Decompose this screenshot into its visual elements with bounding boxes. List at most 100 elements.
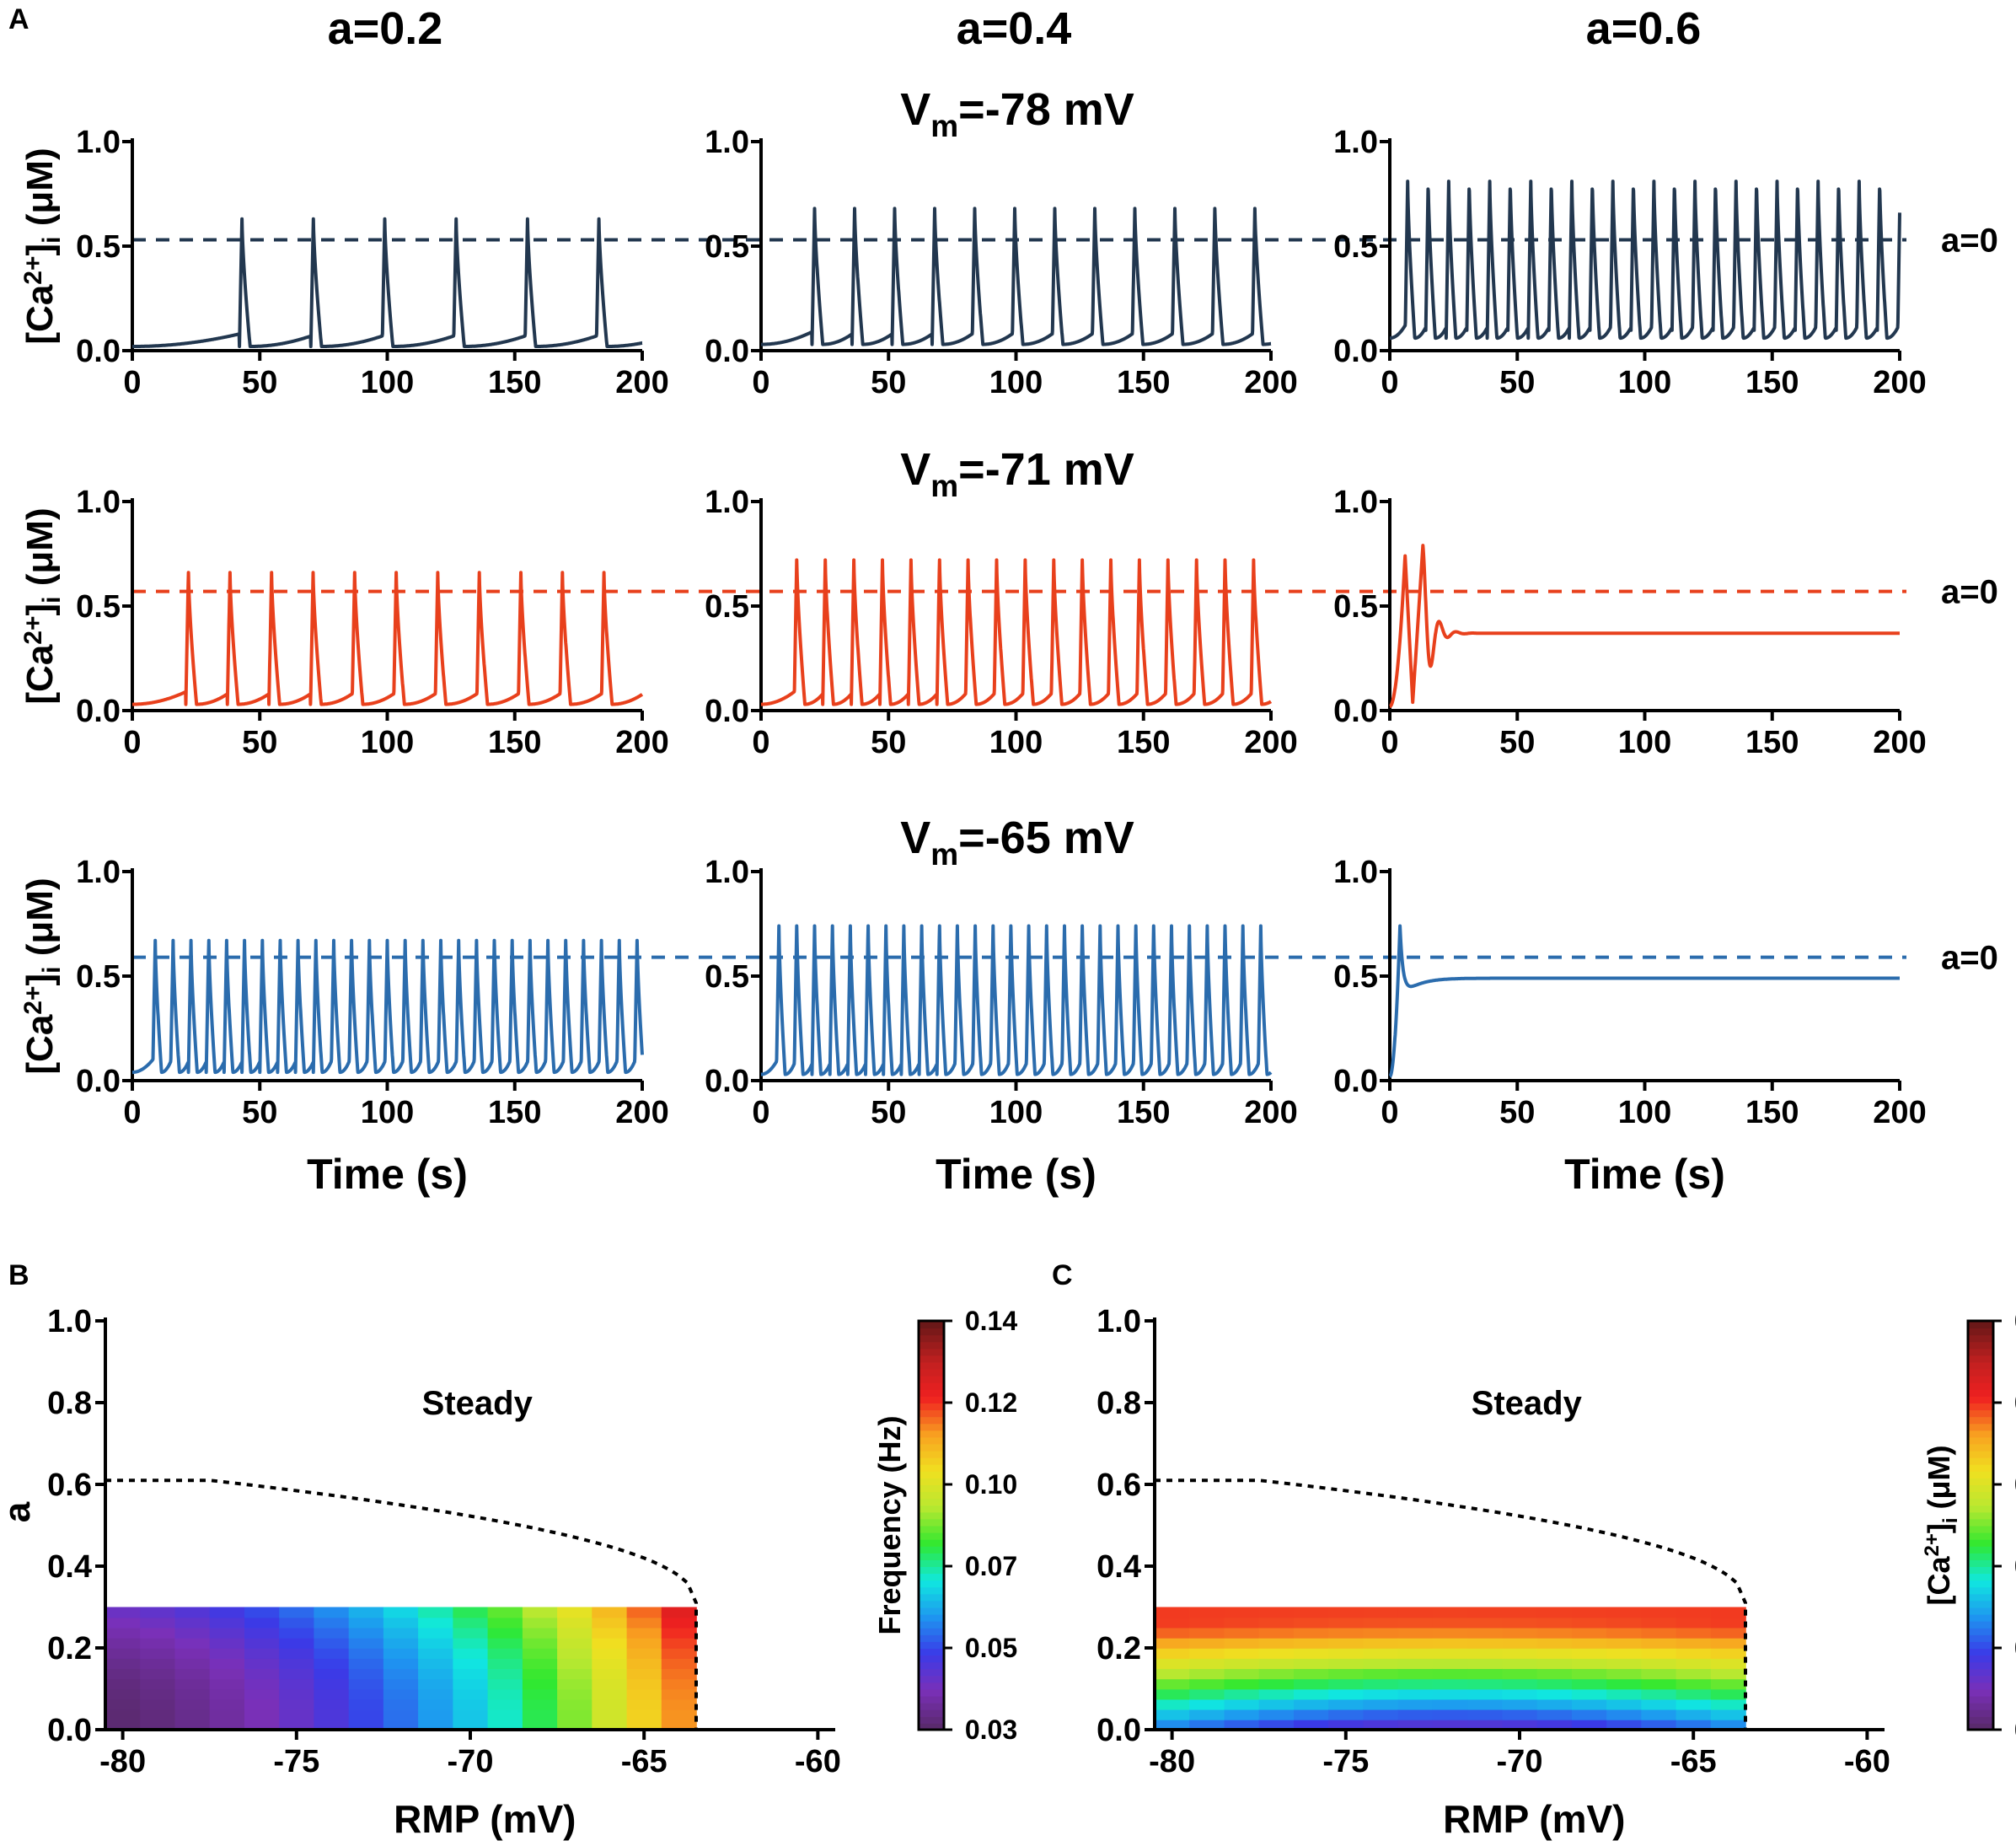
column-title: a=0.4 — [957, 3, 1072, 54]
y-tick-label: 0.5 — [76, 229, 121, 265]
heatmap-cell — [1676, 1668, 1712, 1680]
heatmap-cell — [1676, 1698, 1712, 1710]
heatmap-cell — [383, 1719, 419, 1731]
colorbar-segment — [1968, 1655, 1993, 1663]
x-tick-label: 200 — [1244, 1095, 1297, 1130]
y-tick-label: 0.0 — [47, 1713, 92, 1748]
heatmap-cell — [348, 1658, 384, 1669]
y-tick-label: 1.0 — [47, 1304, 92, 1339]
heatmap-cell — [1397, 1627, 1434, 1639]
heatmap-cell — [1502, 1719, 1538, 1731]
colorbar-label: [Ca2+​]i​ (μM) — [1921, 1445, 1962, 1605]
heatmap-cell — [1432, 1709, 1468, 1720]
heatmap-cell — [557, 1709, 593, 1720]
heatmap-cell — [1155, 1688, 1190, 1700]
colorbar-segment — [919, 1675, 944, 1683]
heatmap-cell — [1676, 1678, 1712, 1690]
x-tick-label: 200 — [615, 725, 668, 760]
heatmap-cell — [1189, 1617, 1225, 1629]
heatmap-cell — [1502, 1678, 1538, 1690]
colorbar-segment — [1968, 1668, 1993, 1677]
heatmap-cell — [1710, 1668, 1746, 1680]
heatmap-cell — [522, 1637, 558, 1649]
heatmap-cell — [418, 1719, 454, 1731]
reference-label: a=0 — [1941, 223, 1998, 260]
colorbar-segment — [1968, 1388, 1993, 1397]
heatmap-cell — [453, 1617, 489, 1629]
heatmap-cell — [592, 1698, 628, 1710]
trace-line — [759, 207, 1273, 346]
heatmap-cell — [1641, 1678, 1677, 1690]
colorbar-segment — [919, 1525, 944, 1533]
colorbar-segment — [1968, 1634, 1993, 1642]
heatmap-cell — [279, 1607, 315, 1618]
heatmap-cell — [1676, 1688, 1712, 1700]
heatmap-cell — [453, 1678, 489, 1690]
heatmap-cell — [140, 1637, 176, 1649]
heatmap-cell — [661, 1658, 697, 1669]
x-tick-label: 50 — [242, 1095, 277, 1130]
x-tick-label: 150 — [488, 1095, 541, 1130]
heatmap-cell — [557, 1678, 593, 1690]
heatmap-cell — [1536, 1658, 1573, 1669]
heatmap-cell — [1710, 1688, 1746, 1700]
heatmap-cell — [209, 1627, 245, 1639]
heatmap-cell — [314, 1698, 350, 1710]
heatmap-cell — [383, 1648, 419, 1659]
heatmap-cell — [1571, 1648, 1607, 1659]
colorbar-frame — [917, 1319, 946, 1731]
y-tick-label: 0.6 — [1096, 1468, 1141, 1503]
y-axis-label: a — [0, 1501, 38, 1522]
y-tick-label: 1.0 — [1333, 855, 1378, 890]
text-part: m — [930, 837, 958, 872]
heatmap-cell — [1189, 1719, 1225, 1731]
heatmap-cell — [1502, 1709, 1538, 1720]
heatmap-cell — [1606, 1658, 1643, 1669]
heatmap-cell — [1294, 1658, 1329, 1669]
colorbar-segment — [919, 1409, 944, 1418]
heatmap-cell — [1536, 1688, 1573, 1700]
colorbar-segment — [1968, 1709, 1993, 1717]
text-part: [Ca — [19, 644, 61, 704]
colorbar-segment — [1968, 1328, 1993, 1336]
text-part: ] — [19, 604, 61, 616]
heatmap-cell — [592, 1607, 628, 1618]
heatmap-cell — [348, 1637, 384, 1649]
text-part: [Ca — [19, 1014, 61, 1074]
heatmap-cell — [1224, 1719, 1260, 1731]
y-tick-label: 0.0 — [1096, 1713, 1141, 1748]
boundary-curve — [1155, 1478, 1747, 1730]
heatmap-cell — [1328, 1719, 1365, 1731]
x-tick-label: -65 — [621, 1744, 668, 1779]
heatmap-cell — [174, 1617, 211, 1629]
colorbar-segment — [1968, 1403, 1993, 1411]
heatmap-cell — [1397, 1719, 1434, 1731]
colorbar-tick-label: 0.07 — [965, 1551, 1017, 1581]
heatmap-cell — [522, 1698, 558, 1710]
heatmap-cell — [557, 1617, 593, 1629]
text-part: m — [930, 109, 958, 143]
heatmap-cell — [418, 1678, 454, 1690]
heatmap-cell — [1467, 1658, 1504, 1669]
heatmap-cell — [209, 1709, 245, 1720]
heatmap-cell — [418, 1607, 454, 1618]
colorbar-segment — [919, 1532, 944, 1540]
heatmap-cell — [1676, 1627, 1712, 1639]
colorbar-segment — [919, 1655, 944, 1663]
heatmap-cell — [1710, 1698, 1746, 1710]
colorbar-segment — [1968, 1341, 1993, 1350]
heatmap-cell — [1536, 1627, 1573, 1639]
heatmap-cell — [592, 1637, 628, 1649]
x-tick-label: 200 — [1873, 365, 1926, 400]
x-tick-label: 0 — [1381, 725, 1398, 760]
heatmap-cell — [1606, 1607, 1643, 1618]
x-tick-label: 0 — [123, 725, 141, 760]
trace-line — [1388, 924, 1901, 1078]
colorbar-segment — [919, 1498, 944, 1506]
colorbar-segment — [919, 1368, 944, 1376]
colorbar-segment — [1968, 1559, 1993, 1567]
colorbar-segment — [919, 1559, 944, 1567]
text-part: i — [1939, 1517, 1962, 1523]
heatmap-cell — [661, 1719, 697, 1731]
heatmap-cell — [557, 1698, 593, 1710]
